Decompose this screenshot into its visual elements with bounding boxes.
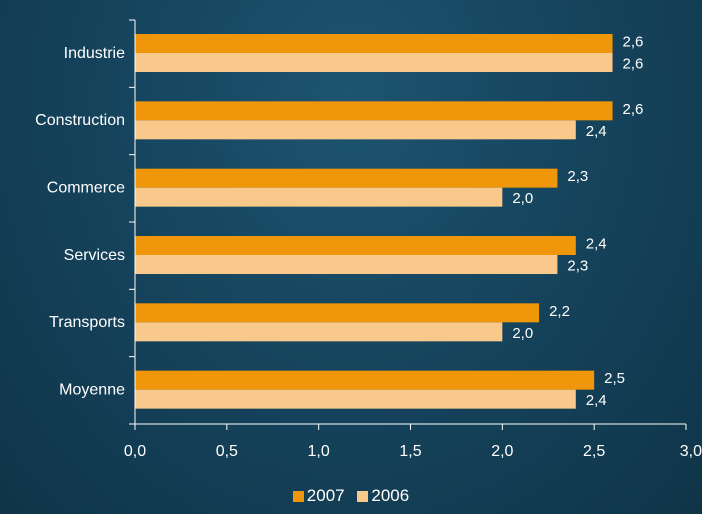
legend-item-2006: 2006 xyxy=(357,486,409,506)
x-tick-label: 2,5 xyxy=(583,443,605,460)
category-label-industrie: Industrie xyxy=(64,45,125,62)
bar-2006-services xyxy=(135,255,558,274)
bar-chart: 2,6 2,6 Industrie 2,6 2,4 Construction 2,3 2,0 C… xyxy=(35,19,702,460)
data-label-2007-transports: 2,2 xyxy=(549,303,570,320)
x-tick-label: 3,0 xyxy=(680,443,702,460)
data-label-2007-services: 2,4 xyxy=(586,235,607,252)
data-label-2007-industrie: 2,6 xyxy=(623,33,644,50)
bar-2006-industrie xyxy=(135,53,613,72)
category-label-services: Services xyxy=(64,247,125,264)
data-label-2006-moyenne: 2,4 xyxy=(586,392,607,409)
legend-label-2007: 2007 xyxy=(306,486,345,505)
x-tick-label: 2,0 xyxy=(491,443,513,460)
data-label-2006-industrie: 2,6 xyxy=(623,55,644,72)
data-label-2007-commerce: 2,3 xyxy=(567,168,588,185)
data-label-2007-moyenne: 2,5 xyxy=(604,370,625,387)
x-tick-label: 1,5 xyxy=(399,443,421,460)
legend-item-2007: 2007 xyxy=(292,486,345,506)
data-label-2006-services: 2,3 xyxy=(567,257,588,274)
data-label-2007-construction: 2,6 xyxy=(623,101,644,118)
data-label-2006-construction: 2,4 xyxy=(586,123,607,140)
bar-2007-industrie xyxy=(135,34,613,53)
data-label-2006-transports: 2,0 xyxy=(512,325,533,342)
x-tick-label: 1,0 xyxy=(308,443,330,460)
bar-2006-commerce xyxy=(135,187,503,207)
category-label-commerce: Commerce xyxy=(47,180,125,197)
bar-2007-construction xyxy=(135,101,613,121)
x-tick-label: 0,5 xyxy=(216,443,238,460)
bar-2006-construction xyxy=(135,120,576,140)
x-tick-label: 0,0 xyxy=(124,443,146,460)
legend-label-2006: 2006 xyxy=(371,486,410,505)
bar-2007-transports xyxy=(135,303,540,323)
legend-swatch-2007 xyxy=(292,491,304,502)
data-label-2006-commerce: 2,0 xyxy=(512,190,533,207)
category-label-moyenne: Moyenne xyxy=(59,382,125,399)
category-label-construction: Construction xyxy=(35,112,125,129)
bar-2006-transports xyxy=(135,322,503,342)
legend-swatch-2006 xyxy=(357,491,369,502)
bar-2007-moyenne xyxy=(135,370,595,390)
bar-2007-commerce xyxy=(135,168,558,188)
category-label-transports: Transports xyxy=(49,314,125,331)
bar-2007-services xyxy=(135,236,576,255)
legend: 2007 2006 xyxy=(0,486,702,506)
bar-2006-moyenne xyxy=(135,389,576,409)
